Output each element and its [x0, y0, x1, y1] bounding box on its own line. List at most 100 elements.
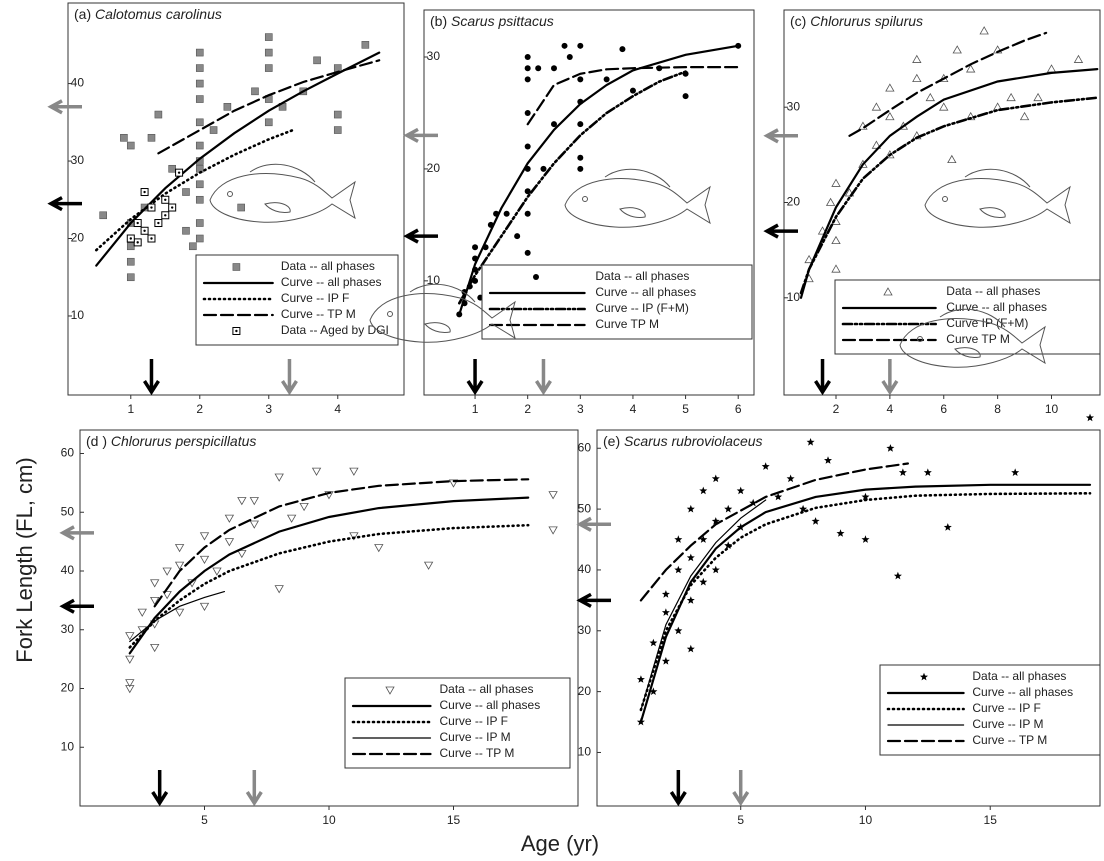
x-tick-label: 6	[940, 402, 947, 416]
data-point	[548, 526, 558, 535]
legend-label: Data -- all phases	[972, 669, 1066, 683]
x-tick-label: 5	[682, 402, 689, 416]
data-point	[871, 140, 882, 149]
panel-label: (a)	[74, 6, 91, 22]
panel-label: (d )	[86, 433, 107, 449]
growth-curve	[458, 44, 740, 316]
x-tick-label: 1	[472, 402, 479, 416]
growth-curve	[153, 478, 530, 608]
data-point	[133, 219, 142, 228]
data-point	[577, 42, 584, 49]
data-point	[577, 154, 584, 161]
y-tick-label: 50	[578, 501, 592, 515]
data-point	[699, 535, 708, 543]
data-point	[195, 180, 204, 189]
data-point	[503, 210, 510, 217]
data-point	[939, 102, 949, 111]
data-point	[168, 203, 177, 212]
data-point	[806, 438, 815, 446]
data-point	[524, 54, 531, 61]
data-point	[831, 264, 841, 273]
fish-eye	[942, 196, 948, 202]
legend-label: Data -- all phases	[595, 269, 689, 283]
fish-fin	[954, 347, 981, 358]
maturity-arrow	[763, 128, 798, 144]
y-tick-label: 60	[61, 446, 75, 460]
data-point	[540, 165, 547, 172]
data-point	[224, 538, 235, 547]
data-point	[147, 203, 156, 212]
data-point	[162, 591, 172, 600]
growth-curve	[799, 68, 1099, 299]
x-tick-label: 3	[265, 402, 272, 416]
marker-dot	[170, 206, 174, 209]
data-point	[299, 502, 309, 512]
data-point	[125, 632, 135, 641]
data-point	[561, 42, 568, 49]
y-tick-label: 30	[578, 623, 592, 637]
data-point	[264, 118, 273, 127]
data-point	[682, 93, 689, 100]
data-point	[311, 467, 322, 476]
legend-label: Curve -- all phases	[972, 685, 1073, 699]
data-point	[674, 535, 683, 543]
panel-label: (c)	[790, 13, 806, 29]
data-point	[871, 102, 882, 111]
data-point	[551, 65, 557, 72]
data-point	[649, 687, 658, 695]
fish-eye	[582, 196, 588, 202]
data-point	[174, 544, 185, 553]
data-point	[195, 79, 204, 88]
data-point	[333, 110, 342, 119]
data-point	[1006, 92, 1016, 102]
marker-dot	[235, 329, 238, 333]
data-point	[182, 188, 190, 196]
legend-label: Data -- Aged by DGI	[281, 323, 389, 337]
legend-label: Curve -- IP M	[440, 730, 511, 744]
data-point	[249, 497, 259, 506]
data-point	[686, 504, 695, 513]
data-point	[861, 535, 870, 543]
data-point	[920, 672, 928, 681]
data-point	[125, 655, 135, 664]
species-name: Scarus rubroviolaceus	[624, 433, 763, 449]
marker-dot	[143, 229, 146, 232]
data-point	[858, 159, 868, 168]
data-point	[361, 41, 370, 49]
data-point	[649, 638, 658, 647]
data-point	[209, 126, 218, 134]
data-point	[237, 203, 245, 212]
growth-curve	[639, 492, 1092, 712]
y-tick-label: 30	[71, 153, 85, 167]
data-point	[161, 195, 170, 204]
data-point	[577, 165, 584, 172]
x-tick-label: 5	[737, 813, 744, 827]
data-point	[99, 211, 107, 220]
data-point	[966, 111, 976, 121]
data-point	[825, 197, 836, 206]
data-point	[686, 596, 695, 604]
x-tick-label: 4	[334, 402, 341, 416]
data-point	[1011, 468, 1020, 476]
legend-label: Curve TP M	[946, 332, 1010, 346]
y-tick-label: 40	[61, 563, 75, 577]
legend-label: Data -- all phases	[946, 284, 1040, 298]
data-point	[189, 242, 197, 251]
data-point	[274, 585, 284, 594]
x-tick-label: 10	[859, 813, 873, 827]
x-tick-label: 2	[196, 402, 203, 416]
fish-fin	[409, 283, 476, 303]
data-point	[224, 514, 235, 523]
data-point	[237, 497, 247, 506]
data-point	[844, 188, 855, 197]
data-point	[923, 468, 932, 476]
maturity-arrow	[576, 516, 611, 532]
x-tick-label: 10	[322, 813, 336, 827]
panel-title: (c) Chlorurus spilurus	[790, 13, 923, 29]
legend-label: Curve -- all phases	[595, 285, 696, 299]
data-point	[811, 517, 820, 525]
data-point	[126, 242, 135, 251]
data-point	[147, 234, 156, 243]
data-point	[824, 456, 832, 464]
plot-frame	[423, 9, 755, 396]
